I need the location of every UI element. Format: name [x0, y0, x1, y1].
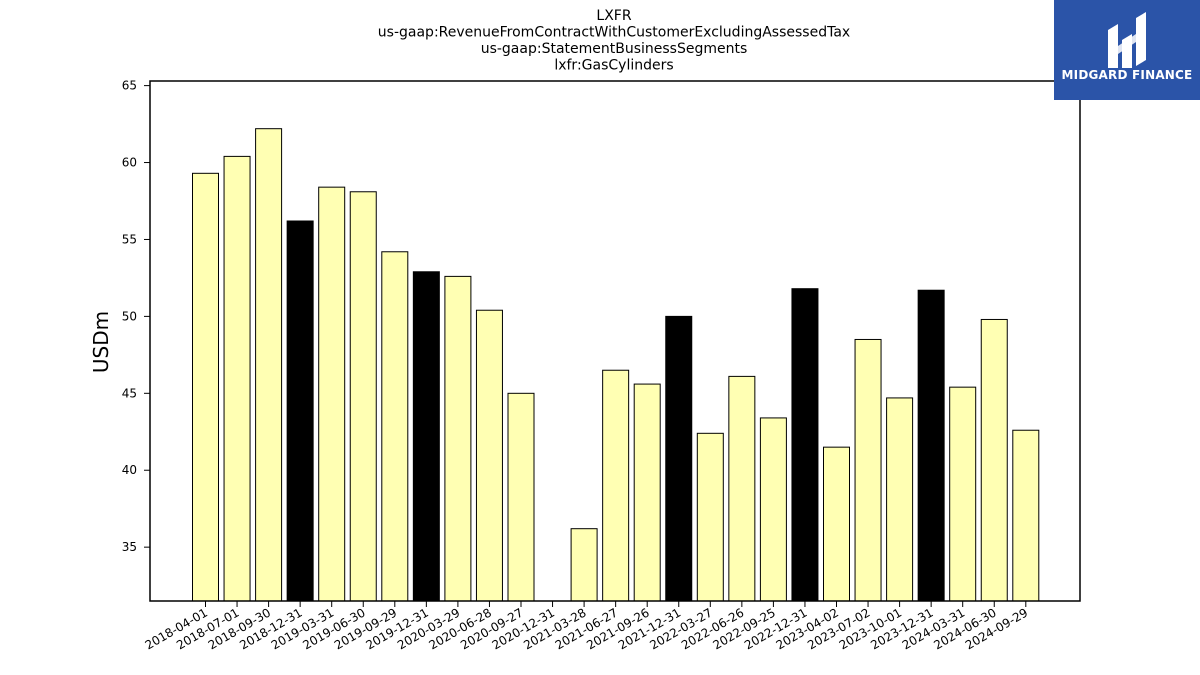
chart-title-line: us-gaap:RevenueFromContractWithCustomerE…	[378, 25, 850, 41]
x-axis-ticks: 2018-04-012018-07-012018-09-302018-12-31…	[143, 601, 1030, 652]
y-tick-label: 65	[122, 79, 137, 93]
bar-2022-06-26	[728, 375, 756, 602]
bar-2022-12-31	[791, 288, 819, 602]
bar-2020-03-29	[444, 275, 472, 602]
y-tick-label: 45	[122, 386, 137, 400]
bar-2019-12-31	[412, 271, 440, 602]
bar-2023-10-01	[886, 397, 914, 602]
logo-text: MIDGARD FINANCE	[1061, 68, 1193, 82]
bar-2022-03-27	[696, 432, 724, 602]
bar-2023-12-31	[917, 289, 945, 602]
bar-2018-04-01	[192, 172, 219, 602]
bar-2021-06-27	[602, 369, 630, 602]
midgard-logo-icon	[1108, 12, 1146, 68]
bar-2023-07-02	[854, 338, 882, 602]
bar-2021-03-28	[570, 528, 598, 602]
y-tick-label: 60	[122, 156, 137, 170]
bar-2018-09-30	[255, 128, 283, 602]
bar-2021-12-31	[665, 315, 693, 602]
bar-2018-12-31	[286, 220, 314, 602]
bar-2020-09-27	[507, 392, 535, 602]
bar-2019-03-31	[318, 186, 346, 602]
bar-2021-09-26	[633, 383, 661, 602]
bars	[192, 128, 1040, 602]
bar-2022-09-25	[759, 417, 787, 602]
y-tick-label: 55	[122, 232, 137, 246]
chart-title-line: lxfr:GasCylinders	[554, 58, 673, 74]
bar-2018-07-01	[223, 155, 251, 602]
y-tick-label: 40	[122, 463, 137, 477]
brand-logo: MIDGARD FINANCE	[1054, 0, 1200, 100]
bar-2024-03-31	[949, 386, 977, 602]
y-axis-label: USDm	[89, 311, 113, 373]
bar-2019-06-30	[349, 191, 377, 602]
bar-2024-09-29	[1012, 429, 1040, 602]
bar-2020-06-28	[475, 309, 503, 602]
bar-2024-06-30	[980, 318, 1008, 602]
y-tick-label: 50	[122, 309, 137, 323]
chart-title: LXFRus-gaap:RevenueFromContractWithCusto…	[378, 8, 850, 74]
plot-frame	[149, 80, 1081, 602]
y-axis-ticks: 35 40 45 50 55 60 65	[122, 79, 150, 554]
y-tick-label: 35	[122, 540, 137, 554]
bar-2023-04-02	[823, 446, 850, 602]
bar-2019-09-29	[381, 251, 409, 602]
chart-title-line: LXFR	[596, 8, 631, 24]
chart-title-line: us-gaap:StatementBusinessSegments	[481, 41, 748, 57]
